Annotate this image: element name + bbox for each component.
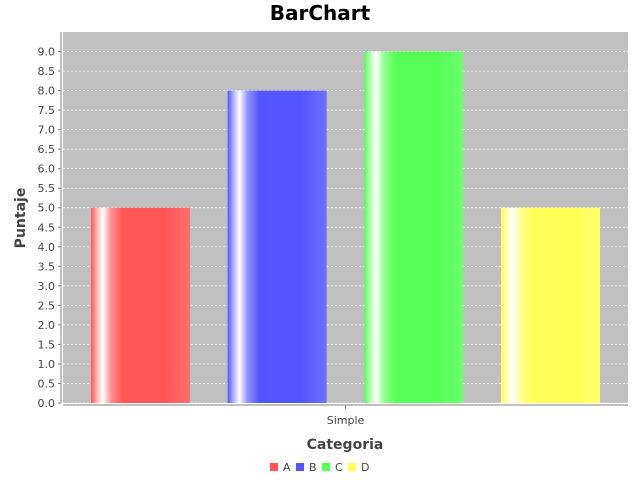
y-tick-label: 4.0 [38, 241, 56, 254]
legend-swatch-c [322, 463, 330, 471]
y-axis-label: Puntaje [13, 188, 29, 249]
chart-title: BarChart [270, 1, 371, 25]
bars [91, 51, 600, 404]
legend: A B C D [270, 461, 369, 474]
legend-swatch-b [296, 463, 304, 471]
y-tick-label: 7.0 [38, 124, 56, 137]
legend-swatch-d [348, 463, 356, 471]
bar-d [501, 207, 600, 403]
y-tick-label: 1.0 [38, 358, 56, 371]
y-tick-label: 3.5 [38, 260, 56, 273]
y-tick-label: 6.0 [38, 163, 56, 176]
x-axis-label: Categoria [307, 437, 384, 453]
y-tick-label: 5.0 [38, 202, 56, 215]
legend-label-b: B [309, 461, 317, 474]
legend-label-a: A [283, 461, 291, 474]
y-tick-label: 1.5 [38, 338, 56, 351]
x-axis-ticks: Simple [327, 405, 365, 427]
y-tick-label: 3.0 [38, 280, 56, 293]
y-tick-label: 0.0 [38, 397, 56, 410]
y-tick-label: 5.5 [38, 182, 56, 195]
bar-b [227, 90, 327, 403]
y-tick-label: 6.5 [38, 143, 56, 156]
y-tick-label: 8.5 [38, 65, 56, 78]
bar-a [91, 207, 190, 403]
y-tick-label: 9.0 [38, 46, 56, 59]
legend-label-c: C [335, 461, 343, 474]
y-tick-label: 0.5 [38, 377, 56, 390]
y-tick-label: 7.5 [38, 104, 56, 117]
y-axis-ticks: 0.0 0.5 1.0 1.5 2.0 2.5 3.0 3.5 4.0 4.5 5.0 5.5 6.0 6… [38, 46, 61, 410]
y-tick-label: 8.0 [38, 85, 56, 98]
y-tick-label: 2.5 [38, 299, 56, 312]
y-tick-label: 2.0 [38, 319, 56, 332]
x-tick-label: Simple [327, 414, 365, 427]
y-tick-label: 4.5 [38, 221, 56, 234]
legend-label-d: D [361, 461, 369, 474]
legend-swatch-a [270, 463, 278, 471]
bar-c [364, 51, 464, 404]
